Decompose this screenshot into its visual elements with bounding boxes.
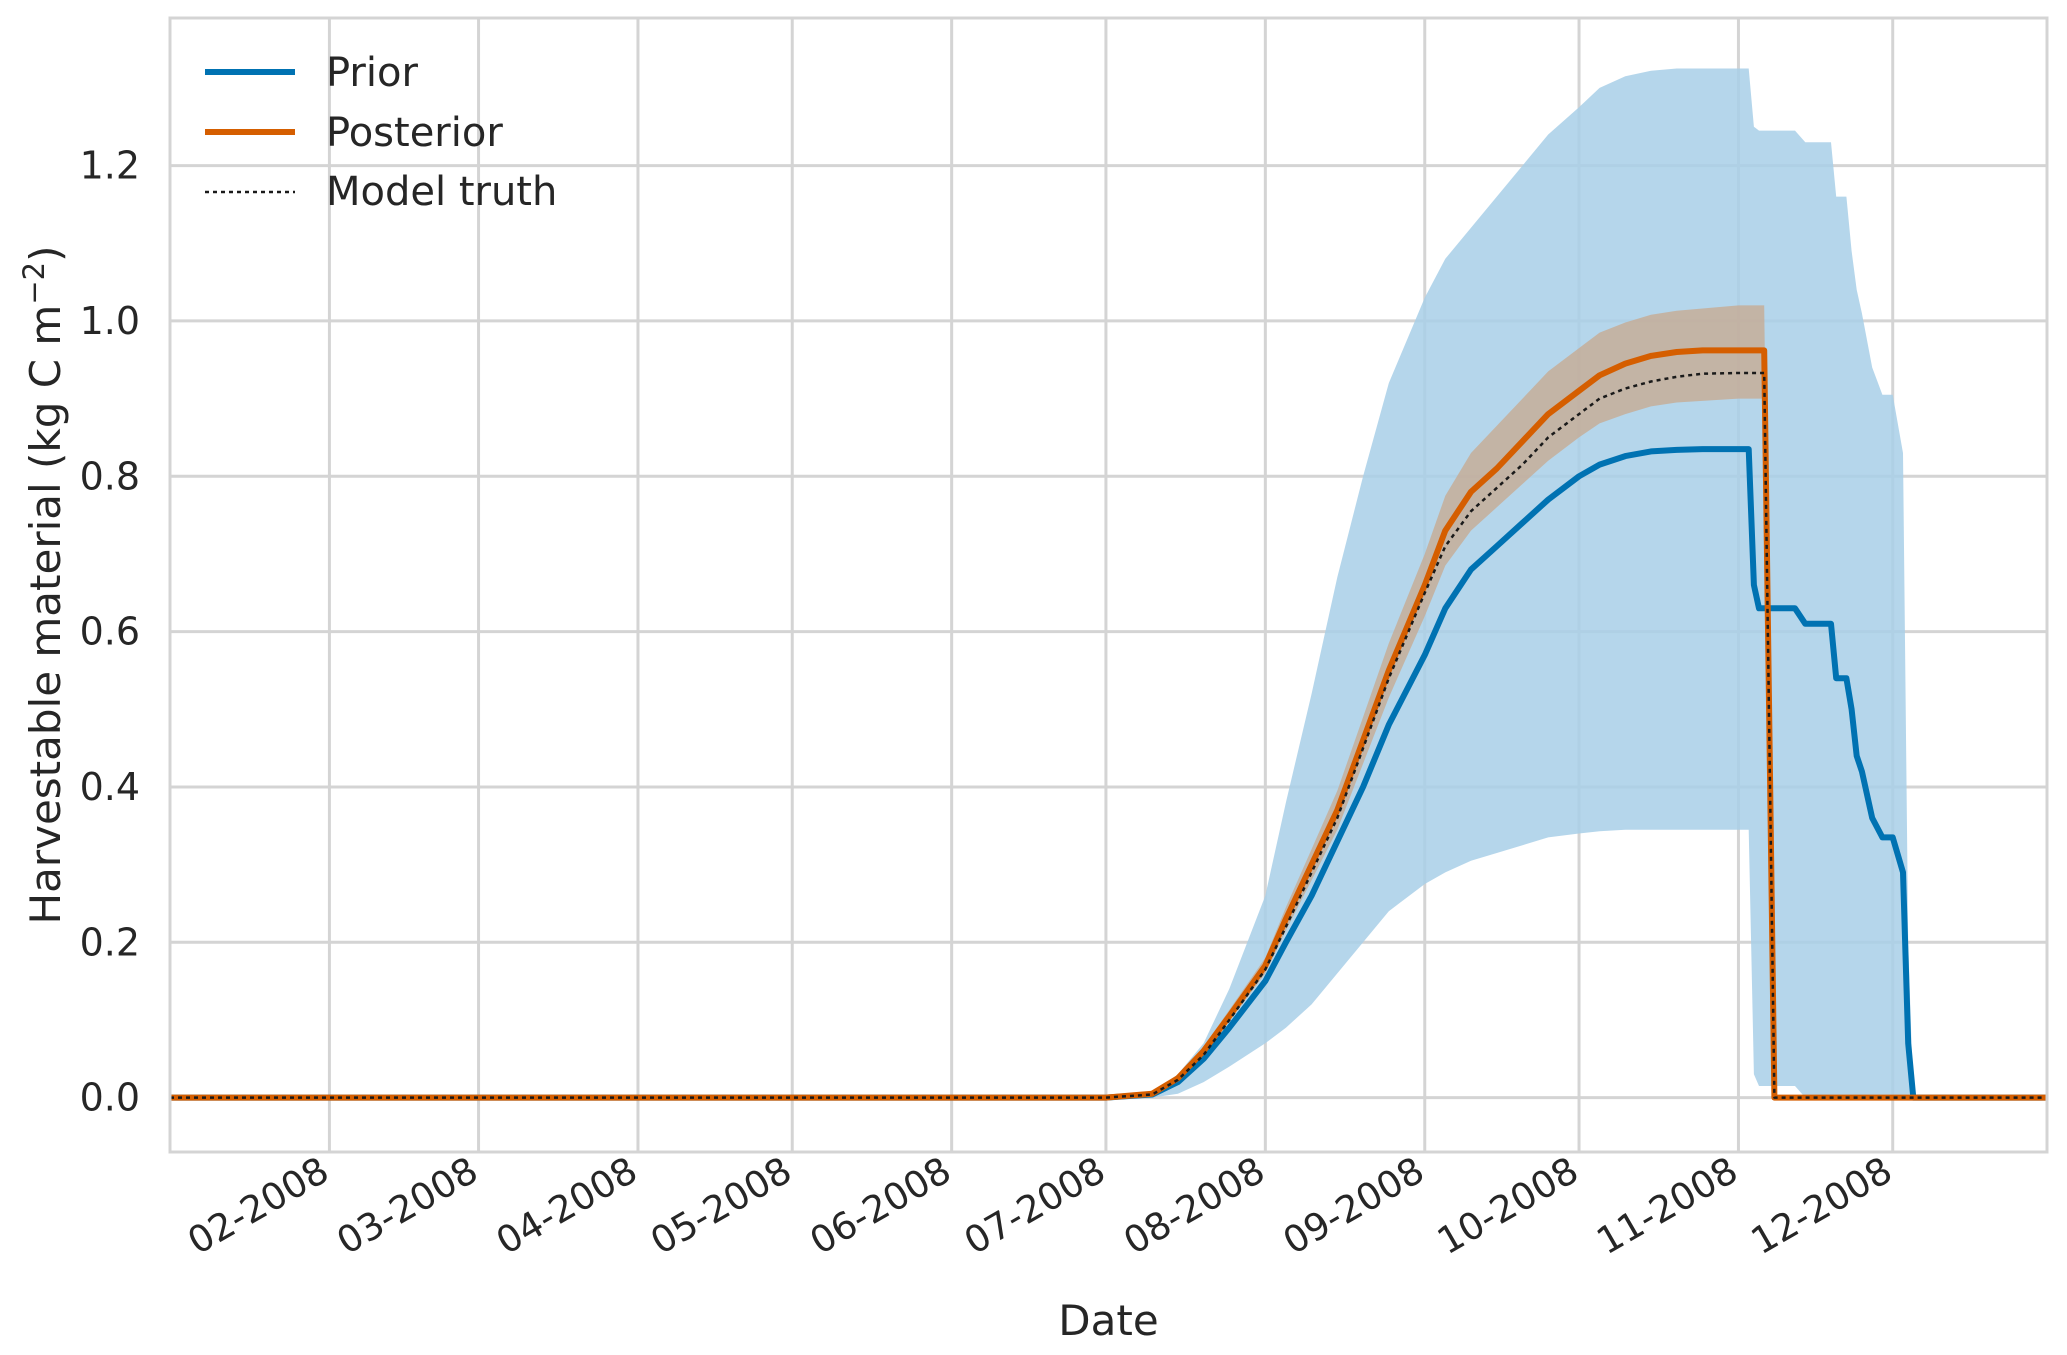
y-tick-label-6: 1.2 bbox=[80, 144, 140, 188]
y-axis-label: Harvestable material (kg C m−2) bbox=[17, 246, 70, 925]
y-axis-label-main: Harvestable material (kg C m bbox=[21, 305, 70, 925]
y-tick-label-1: 0.2 bbox=[80, 920, 140, 964]
plot-frame bbox=[168, 16, 2049, 1154]
y-tick-label-3: 0.6 bbox=[80, 610, 140, 654]
x-axis-label: Date bbox=[1058, 1296, 1158, 1345]
legend-label-prior: Prior bbox=[326, 50, 418, 96]
line-posterior bbox=[170, 347, 2047, 1101]
y-axis-label-close: ) bbox=[21, 246, 70, 262]
legend: Prior Posterior Model truth bbox=[205, 50, 557, 215]
legend-label-posterior: Posterior bbox=[326, 110, 503, 156]
line-prior bbox=[170, 446, 2047, 1101]
y-tick-label-0: 0.0 bbox=[80, 1076, 140, 1120]
y-tick-labels: 0.0 0.2 0.4 0.6 0.8 1.0 1.2 bbox=[80, 144, 140, 1120]
y-tick-label-5: 1.0 bbox=[80, 299, 140, 343]
uncertainty-bands bbox=[1105, 68, 1914, 1098]
legend-label-model-truth: Model truth bbox=[326, 169, 557, 215]
series-lines bbox=[170, 347, 2047, 1101]
y-tick-label-4: 0.8 bbox=[80, 454, 140, 498]
band-posterior bbox=[1105, 305, 1775, 1098]
y-tick-label-2: 0.4 bbox=[80, 765, 140, 809]
line-model-truth bbox=[170, 371, 2047, 1099]
y-axis-label-superscript: −2 bbox=[17, 262, 51, 305]
